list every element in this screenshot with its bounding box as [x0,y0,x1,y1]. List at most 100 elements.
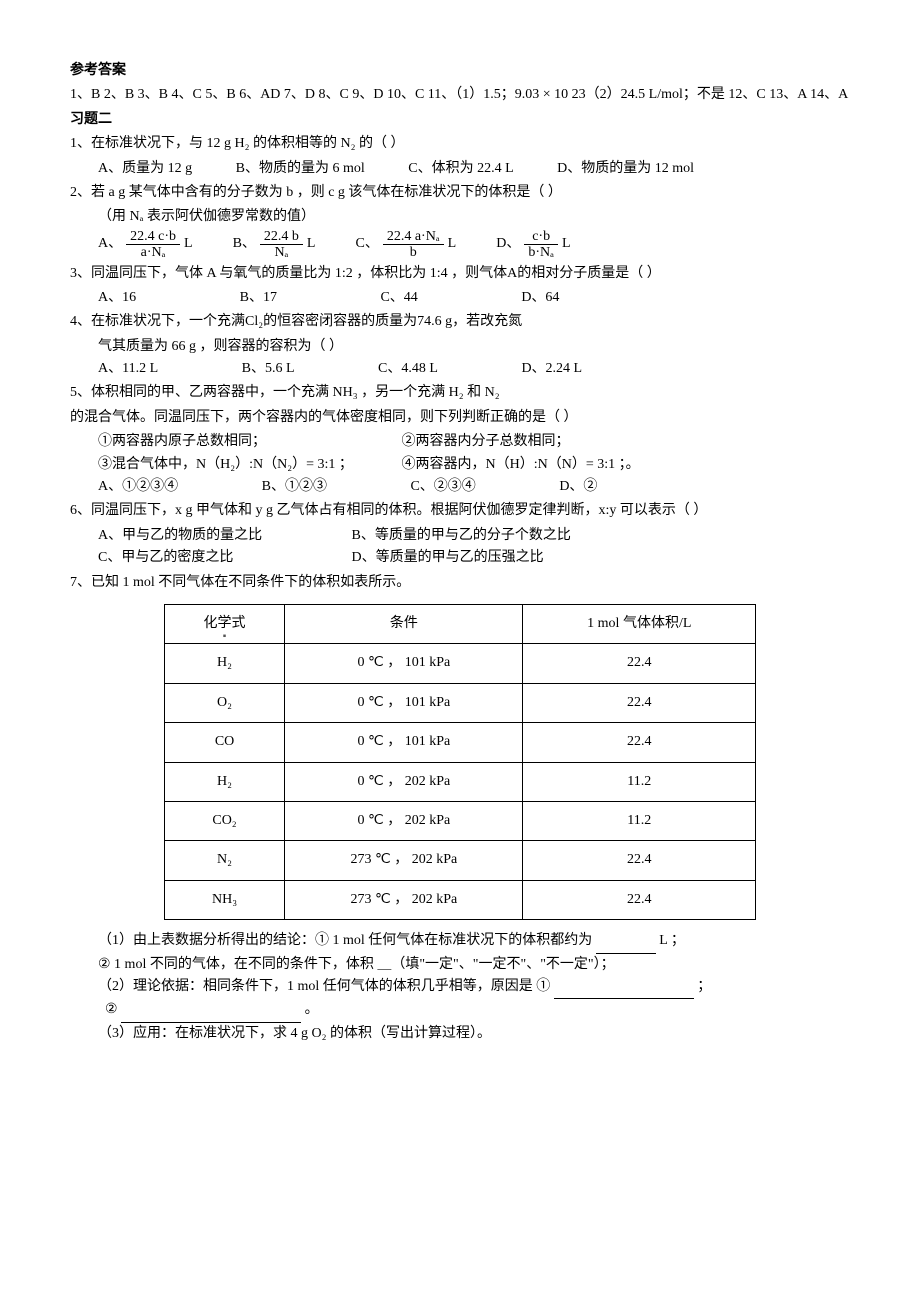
blank-1[interactable] [596,930,656,953]
q6-stem: 6、同温同压下，x g 甲气体和 y g 乙气体占有相同的体积。根据阿伏伽德罗定… [70,500,850,522]
q2-C: C、 22.4 a·Nₐ b L [355,229,456,261]
q1-C: C、体积为 22.4 L [408,158,513,180]
q2-A-num: 22.4 c·b [126,229,180,245]
cell-volume: 11.2 [523,801,756,840]
table-header-row: 化学式▪ 条件 1 mol 气体体积/L [164,604,756,643]
q4-B: B、5.6 L [242,358,295,380]
q7-sub1-1-text: （1）由上表数据分析得出的结论：① 1 mol 任何气体在标准状况下的体积都约为 [98,933,592,948]
q4-C: C、4.48 L [378,358,438,380]
cell-condition: 273 ℃ ， 202 kPa [285,880,523,919]
q2-stem: 2、若 a g 某气体中含有的分子数为 b ，则 c g 该气体在标准状况下的体… [70,182,850,204]
q5-stem2: 的混合气体。同温同压下，两个容器内的气体密度相同，则下列判断正确的是（ ） [70,407,850,429]
q7-sub3: （3）应用：在标准状况下，求 4 g O₂ 的体积（写出计算过程）。 [70,1023,850,1045]
q7-sub1-1b: L ； [659,933,685,948]
blank-2[interactable] [554,976,694,999]
q5-B: B、①②③ [262,476,327,498]
q6-D: D、等质量的甲与乙的压强之比 [352,550,544,565]
q2-A-frac: 22.4 c·b a·Nₐ [126,229,180,261]
q7-stem: 7、已知 1 mol 不同气体在不同条件下的体积如表所示。 [70,572,850,594]
q1-B: B、物质的量为 6 mol [236,158,365,180]
q3-choices: A、16 B、17 C、44 D、64 [70,287,850,309]
cell-condition: 0 ℃ ， 101 kPa [285,683,523,722]
q7-sub2-2: ② 。 [70,999,850,1022]
q2-A: A、 22.4 c·b a·Nₐ L [98,229,193,261]
q2-C-unit: L [448,233,457,255]
cell-volume: 22.4 [523,723,756,762]
q2-D-num: c·b [524,229,558,245]
q2-B: B、 22.4 b Nₐ L [233,229,316,261]
cell-volume: 22.4 [523,841,756,880]
q5-opt1: ①两容器内原子总数相同； [98,431,398,453]
q1-choices: A、质量为 12 g B、物质的量为 6 mol C、体积为 22.4 L D、… [70,158,850,180]
q2-A-den: a·Nₐ [126,245,180,260]
q7-sub2-2a: ② [105,1002,118,1017]
q3-C: C、44 [380,287,417,309]
cell-condition: 0 ℃ ， 202 kPa [285,801,523,840]
cell-volume: 22.4 [523,644,756,683]
q7-sub2-1-text: （2）理论依据：相同条件下，1 mol 任何气体的体积几乎相等，原因是 ① [98,979,550,994]
q1-stem: 1、在标准状况下，与 12 g H₂ 的体积相等的 N₂ 的（ ） [70,133,850,155]
blank-3[interactable] [121,999,301,1022]
th-vol: 1 mol 气体体积/L [523,604,756,643]
cell-volume: 11.2 [523,762,756,801]
q2-D: D、 c·b b·Nₐ L [496,229,570,261]
cell-condition: 0 ℃ ， 202 kPa [285,762,523,801]
cell-volume: 22.4 [523,880,756,919]
q6-row1: A、甲与乙的物质的量之比 B、等质量的甲与乙的分子个数之比 [70,525,850,547]
q5-opt2: ②两容器内分子总数相同； [402,434,570,449]
q2-D-den: b·Nₐ [524,245,558,260]
q4-stem1: 4、在标准状况下，一个充满Cl₂的恒容密闭容器的质量为74.6 g，若改充氮 [70,311,850,333]
q5-opts-row2: ③混合气体中，N（H₂）:N（N₂）= 3:1 ； ④两容器内，N（H）:N（N… [70,454,850,476]
table-row: O₂0 ℃ ， 101 kPa22.4 [164,683,756,722]
table-row: H₂0 ℃ ， 101 kPa22.4 [164,644,756,683]
q2-D-unit: L [562,233,571,255]
cell-condition: 273 ℃ ， 202 kPa [285,841,523,880]
q1-A: A、质量为 12 g [98,158,192,180]
q6-C: C、甲与乙的密度之比 [98,547,348,569]
q5-A: A、①②③④ [98,476,178,498]
q3-A: A、16 [98,287,136,309]
cell-condition: 0 ℃ ， 101 kPa [285,723,523,762]
q5-opt3: ③混合气体中，N（H₂）:N（N₂）= 3:1 ； [98,454,398,476]
q5-C: C、②③④ [410,476,475,498]
q2-A-unit: L [184,233,193,255]
q7-sub2-2b: 。 [305,1002,319,1017]
q2-C-den: b [383,245,444,260]
q3-stem: 3、同温同压下，气体 A 与氧气的质量比为 1:2 ，体积比为 1:4 ，则气体… [70,263,850,285]
q2-B-num: 22.4 b [260,229,303,245]
table-row: CO0 ℃ ， 101 kPa22.4 [164,723,756,762]
q2-note: （用 Nₐ 表示阿伏伽德罗常数的值） [70,206,850,228]
cell-formula: O₂ [164,683,285,722]
cell-formula: NH₃ [164,880,285,919]
q2-C-label: C、 [355,233,378,255]
q7-table: 化学式▪ 条件 1 mol 气体体积/L H₂0 ℃ ， 101 kPa22.4… [164,604,757,920]
cell-condition: 0 ℃ ， 101 kPa [285,644,523,683]
q4-stem2: 气其质量为 66 g ，则容器的容积为（ ） [70,336,850,358]
q7-sub2-1: （2）理论依据：相同条件下，1 mol 任何气体的体积几乎相等，原因是 ① ； [70,976,850,999]
th-formula: 化学式▪ [164,604,285,643]
q7-sub1-2: ② 1 mol 不同的气体，在不同的条件下，体积 ＿（填"一定"、"一定不"、"… [70,954,850,976]
q2-C-num: 22.4 a·Nₐ [383,229,444,245]
q2-B-unit: L [307,233,316,255]
cell-formula: H₂ [164,762,285,801]
q3-D: D、64 [521,287,559,309]
q2-choices: A、 22.4 c·b a·Nₐ L B、 22.4 b Nₐ L C、 22.… [70,229,850,261]
q2-A-label: A、 [98,233,122,255]
exercise-title: 习题二 [70,109,850,131]
q2-B-frac: 22.4 b Nₐ [260,229,303,261]
q4-D: D、2.24 L [521,358,582,380]
q5-choices: A、①②③④ B、①②③ C、②③④ D、② [70,476,850,498]
cell-formula: CO₂ [164,801,285,840]
cell-formula: H₂ [164,644,285,683]
q2-B-den: Nₐ [260,245,303,260]
q1-D: D、物质的量为 12 mol [557,158,694,180]
q6-A: A、甲与乙的物质的量之比 [98,525,348,547]
table-row: NH₃273 ℃ ， 202 kPa22.4 [164,880,756,919]
q3-B: B、17 [240,287,277,309]
table-row: H₂0 ℃ ， 202 kPa11.2 [164,762,756,801]
answer-key-text: 1、B 2、B 3、B 4、C 5、B 6、AD 7、D 8、C 9、D 10、… [70,84,850,106]
cell-formula: CO [164,723,285,762]
q5-opts-row1: ①两容器内原子总数相同； ②两容器内分子总数相同； [70,431,850,453]
q2-D-frac: c·b b·Nₐ [524,229,558,261]
q2-B-label: B、 [233,233,256,255]
